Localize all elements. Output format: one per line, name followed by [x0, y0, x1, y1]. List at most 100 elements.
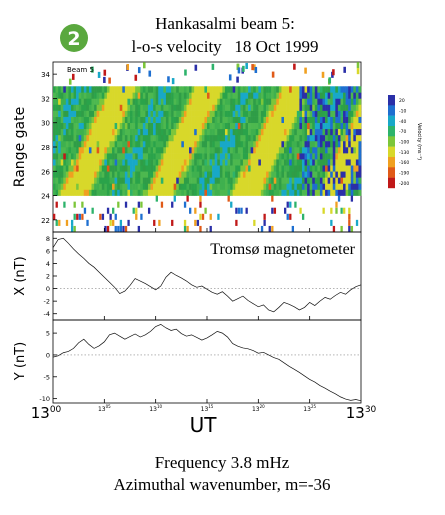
heatmap-cell: [330, 147, 334, 154]
heatmap-cell: [322, 92, 326, 99]
heatmap-cell: [114, 177, 118, 184]
heatmap-cell: [276, 189, 280, 196]
heatmap-cell: [112, 128, 115, 136]
heatmap-cell: [284, 98, 287, 105]
heatmap-cell: [327, 159, 331, 166]
heatmap-cell: [299, 104, 303, 111]
heatmap-cell: [101, 116, 105, 124]
heatmap-cell: [299, 189, 303, 196]
heatmap-cell: [201, 122, 205, 130]
y-tick-label: -10: [39, 395, 50, 403]
heatmap-cell: [353, 110, 357, 117]
heatmap-cell: [224, 153, 228, 160]
heatmap-cell: [91, 128, 95, 136]
heatmap-cell: [337, 134, 341, 142]
heatmap-cell: [86, 140, 90, 148]
heatmap-cell: [335, 86, 339, 93]
heatmap-cell: [235, 92, 239, 99]
heatmap-cell: [327, 86, 331, 93]
heatmap-cell: [273, 147, 277, 154]
heatmap-cell: [127, 153, 131, 160]
heatmap-cell: [253, 183, 257, 190]
heatmap-cell: [86, 98, 90, 105]
heatmap-cell: [78, 92, 82, 99]
heatmap-cell: [345, 147, 349, 154]
heatmap-cell: [99, 128, 103, 136]
heatmap-cell: [312, 92, 316, 99]
heatmap-cell: [53, 140, 56, 148]
heatmap-cell: [101, 147, 105, 154]
heatmap-cell: [117, 153, 121, 160]
heatmap-cell: [278, 122, 282, 130]
heatmap-noise-cell: [273, 207, 277, 214]
heatmap-cell: [130, 134, 133, 142]
heatmap-cell: [189, 159, 192, 166]
heatmap-cell: [317, 165, 321, 172]
heatmap-cell: [78, 165, 82, 172]
heatmap-cell: [181, 98, 185, 105]
heatmap-cell: [325, 128, 328, 136]
heatmap-cell: [65, 122, 69, 130]
heatmap-cell: [232, 134, 236, 142]
heatmap-cell: [266, 98, 269, 105]
heatmap-cell: [122, 189, 126, 196]
heatmap-cell: [314, 122, 318, 130]
heatmap-cell: [63, 171, 67, 178]
heatmap-cell: [96, 92, 100, 99]
heatmap-cell: [301, 128, 305, 136]
heatmap-cell: [337, 110, 341, 117]
heatmap-cell: [343, 189, 346, 196]
heatmap-cell: [304, 98, 308, 105]
heatmap-cell: [176, 140, 180, 148]
heatmap-cell: [240, 122, 244, 130]
heatmap-cell: [137, 147, 141, 154]
heatmap-cell: [65, 104, 69, 111]
heatmap-cell: [106, 104, 110, 111]
heatmap-cell: [335, 159, 339, 166]
heatmap-cell: [104, 159, 108, 166]
heatmap-cell: [153, 92, 156, 99]
heatmap-cell: [250, 122, 254, 130]
heatmap-cell: [183, 128, 187, 136]
heatmap-cell: [135, 92, 138, 99]
heatmap-cell: [281, 177, 285, 184]
heatmap-cell: [78, 104, 82, 111]
heatmap-cell: [106, 98, 110, 105]
heatmap-cell: [70, 159, 74, 166]
x-tick-end-label: 1330: [346, 404, 377, 422]
heatmap-cell: [63, 147, 67, 154]
heatmap-cell: [94, 159, 97, 166]
heatmap-cell: [266, 183, 269, 190]
heatmap-cell: [319, 116, 323, 124]
heatmap-cell: [81, 171, 85, 178]
heatmap-cell: [199, 98, 203, 105]
heatmap-cell: [130, 122, 133, 130]
heatmap-cell: [222, 177, 226, 184]
heatmap-cell: [248, 98, 251, 105]
heatmap-cell: [355, 104, 359, 111]
heatmap-cell: [273, 110, 277, 117]
heatmap-cell: [345, 171, 349, 178]
heatmap-cell: [268, 98, 272, 105]
heatmap-cell: [309, 147, 313, 154]
heatmap-cell: [124, 171, 128, 178]
heatmap-cell: [60, 153, 64, 160]
heatmap-cell: [289, 86, 292, 93]
heatmap-cell: [117, 116, 121, 124]
heatmap-cell: [224, 116, 228, 124]
heatmap-noise-cell: [91, 66, 94, 73]
heatmap-cell: [171, 104, 174, 111]
heatmap-cell: [268, 104, 272, 111]
heatmap-cell: [176, 104, 180, 111]
heatmap-cell: [119, 159, 123, 166]
heatmap-cell: [309, 171, 313, 178]
heatmap-cell: [276, 92, 280, 99]
heatmap-cell: [230, 104, 233, 111]
heatmap-cell: [112, 86, 115, 93]
heatmap-cell: [127, 110, 131, 117]
heatmap-cell: [96, 165, 100, 172]
heatmap-cell: [204, 92, 208, 99]
heatmap-cell: [327, 177, 331, 184]
heatmap-noise-cell: [58, 219, 61, 226]
heatmap-cell: [81, 147, 85, 154]
